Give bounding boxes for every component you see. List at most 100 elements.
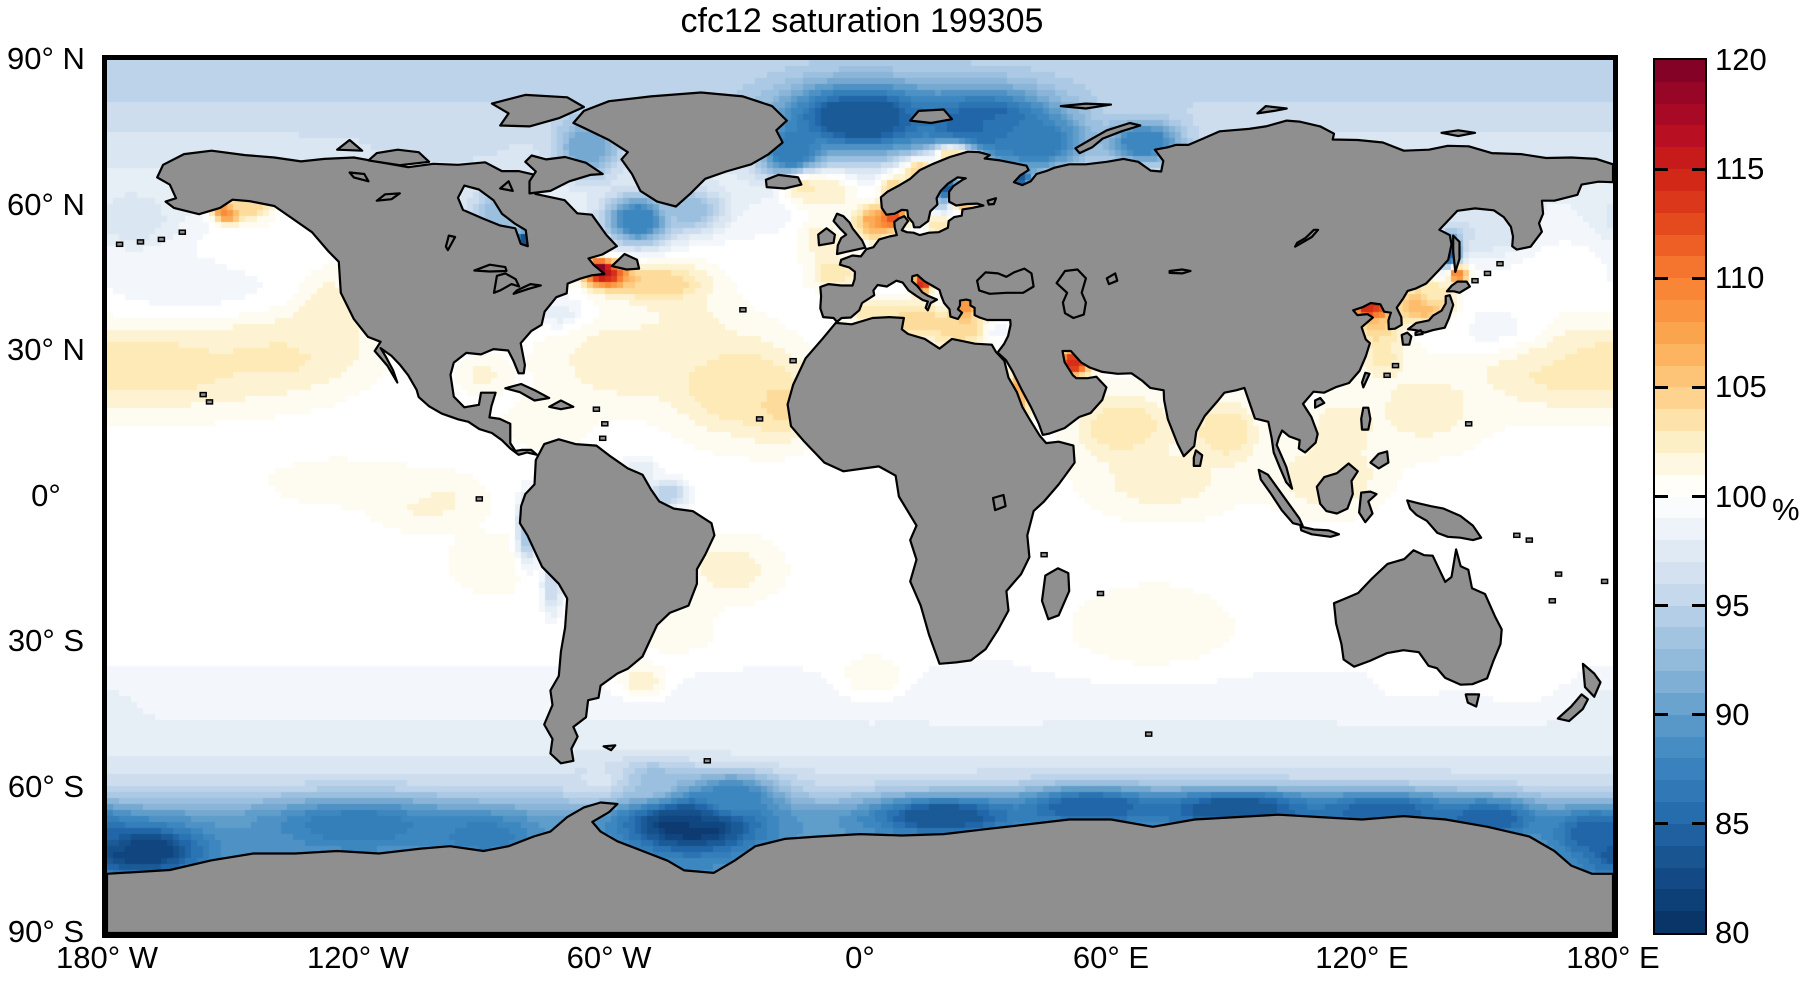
land-shikoku bbox=[1414, 329, 1424, 337]
colorbar-band bbox=[1655, 452, 1705, 476]
small-island-dot bbox=[1525, 537, 1534, 543]
colorbar-tick bbox=[1692, 167, 1705, 171]
land-franz-josef-land bbox=[1059, 102, 1113, 110]
land-new-siberian-islands bbox=[1440, 129, 1477, 138]
land-falklands bbox=[602, 744, 617, 752]
small-island-dot bbox=[1464, 421, 1473, 427]
x-tick-label: 120° E bbox=[1315, 940, 1409, 975]
colorbar-tick-label: 105 bbox=[1715, 369, 1767, 405]
colorbar-tick-label: 110 bbox=[1715, 260, 1765, 296]
land-novaya-zemlya bbox=[1074, 121, 1142, 155]
land-java bbox=[1299, 525, 1341, 538]
small-island-dot bbox=[1554, 571, 1563, 577]
x-tick-label: 120° W bbox=[307, 940, 409, 975]
lake-lake-victoria bbox=[991, 493, 1007, 512]
land-new-guinea bbox=[1406, 499, 1483, 542]
x-tick-label: 0° bbox=[845, 940, 875, 975]
small-island-dot bbox=[789, 357, 797, 364]
colorbar-band bbox=[1655, 518, 1705, 541]
land-madagascar bbox=[1040, 567, 1071, 621]
colorbar-band bbox=[1655, 802, 1705, 825]
lake-lake-erie-ontario bbox=[512, 283, 542, 295]
land-australia bbox=[1332, 548, 1503, 686]
land-svalbard bbox=[909, 108, 954, 125]
land-ireland bbox=[817, 227, 836, 247]
lake-black-sea bbox=[976, 267, 1035, 295]
colorbar-tick-label: 120 bbox=[1715, 42, 1767, 77]
colorbar-band bbox=[1655, 190, 1705, 214]
colorbar-band bbox=[1655, 147, 1705, 170]
land-hainan bbox=[1314, 396, 1326, 409]
land-nz-south-island bbox=[1556, 693, 1589, 723]
land-antarctica bbox=[107, 801, 1613, 933]
colorbar-band bbox=[1655, 736, 1705, 759]
small-island-dot bbox=[1040, 551, 1048, 558]
world-coastline-layer bbox=[107, 91, 1613, 933]
y-tick-label: 30° S bbox=[7, 623, 85, 658]
colorbar-band bbox=[1655, 387, 1705, 410]
small-island-dot bbox=[115, 241, 124, 248]
colorbar-band bbox=[1655, 780, 1705, 803]
colorbar-band bbox=[1655, 627, 1705, 650]
colorbar-band bbox=[1655, 692, 1705, 716]
small-island-dot bbox=[755, 416, 764, 422]
land-kyushu bbox=[1400, 331, 1413, 346]
colorbar-tick bbox=[1692, 604, 1705, 608]
colorbar-band bbox=[1655, 234, 1705, 257]
colorbar-unit-label: % bbox=[1772, 492, 1800, 527]
land-eurasia bbox=[819, 119, 1613, 490]
colorbar-band bbox=[1655, 605, 1705, 628]
lake-lake-balkhash bbox=[1168, 268, 1192, 275]
small-island-dot bbox=[1096, 590, 1105, 597]
colorbar-band bbox=[1655, 321, 1705, 345]
colorbar-band bbox=[1655, 823, 1705, 847]
small-island-dot bbox=[475, 496, 484, 502]
small-island-dot bbox=[703, 758, 712, 764]
colorbar-band bbox=[1655, 845, 1705, 868]
colorbar-tick bbox=[1655, 167, 1668, 171]
colorbar-tick-label: 100 bbox=[1715, 478, 1767, 514]
small-island-dot bbox=[598, 435, 607, 442]
colorbar-band bbox=[1655, 889, 1705, 912]
colorbar-band bbox=[1655, 431, 1705, 454]
colorbar-band bbox=[1655, 758, 1705, 781]
y-tick-label: 0° bbox=[31, 477, 61, 513]
small-island-dot bbox=[739, 307, 747, 313]
lake-lake-winnipeg bbox=[444, 234, 457, 252]
colorbar-band bbox=[1655, 409, 1705, 432]
colorbar-band bbox=[1655, 714, 1705, 738]
x-tick-label: 180° E bbox=[1566, 940, 1660, 975]
colorbar-tick bbox=[1692, 276, 1705, 280]
lake-lake-baikal bbox=[1294, 228, 1320, 248]
land-ellesmere-island bbox=[490, 93, 585, 128]
small-island-dot bbox=[1471, 277, 1479, 284]
land-sri-lanka bbox=[1192, 449, 1204, 467]
land-banks-island bbox=[336, 138, 364, 152]
land-luzon bbox=[1360, 406, 1372, 431]
small-island-dot bbox=[157, 236, 166, 243]
colorbar-band bbox=[1655, 212, 1705, 236]
colorbar-band bbox=[1655, 911, 1705, 934]
colorbar-tick bbox=[1692, 713, 1705, 717]
small-island-dot bbox=[1548, 598, 1557, 604]
colorbar-band bbox=[1655, 671, 1705, 694]
lake-caspian-sea bbox=[1055, 268, 1087, 320]
y-tick-label: 60° S bbox=[7, 768, 85, 804]
colorbar-band bbox=[1655, 343, 1705, 367]
land-sakhalin bbox=[1452, 234, 1461, 273]
colorbar-band bbox=[1655, 583, 1705, 607]
small-island-dot bbox=[1483, 270, 1492, 277]
colorbar-tick-label: 95 bbox=[1715, 587, 1750, 623]
colorbar-tick bbox=[1655, 822, 1668, 826]
y-tick-label: 30° N bbox=[7, 332, 85, 367]
x-tick-label: 60° W bbox=[566, 940, 652, 975]
colorbar-band bbox=[1655, 81, 1705, 105]
y-tick-label: 60° N bbox=[7, 186, 85, 222]
colorbar-tick-label: 90 bbox=[1715, 696, 1750, 732]
land-great-britain bbox=[832, 212, 867, 256]
land-southampton-island bbox=[499, 180, 514, 192]
colorbar-band bbox=[1655, 365, 1705, 388]
colorbar-tick-label: 80 bbox=[1715, 915, 1750, 950]
land-africa bbox=[786, 316, 1076, 665]
colorbar-tick-label: 115 bbox=[1715, 151, 1765, 187]
